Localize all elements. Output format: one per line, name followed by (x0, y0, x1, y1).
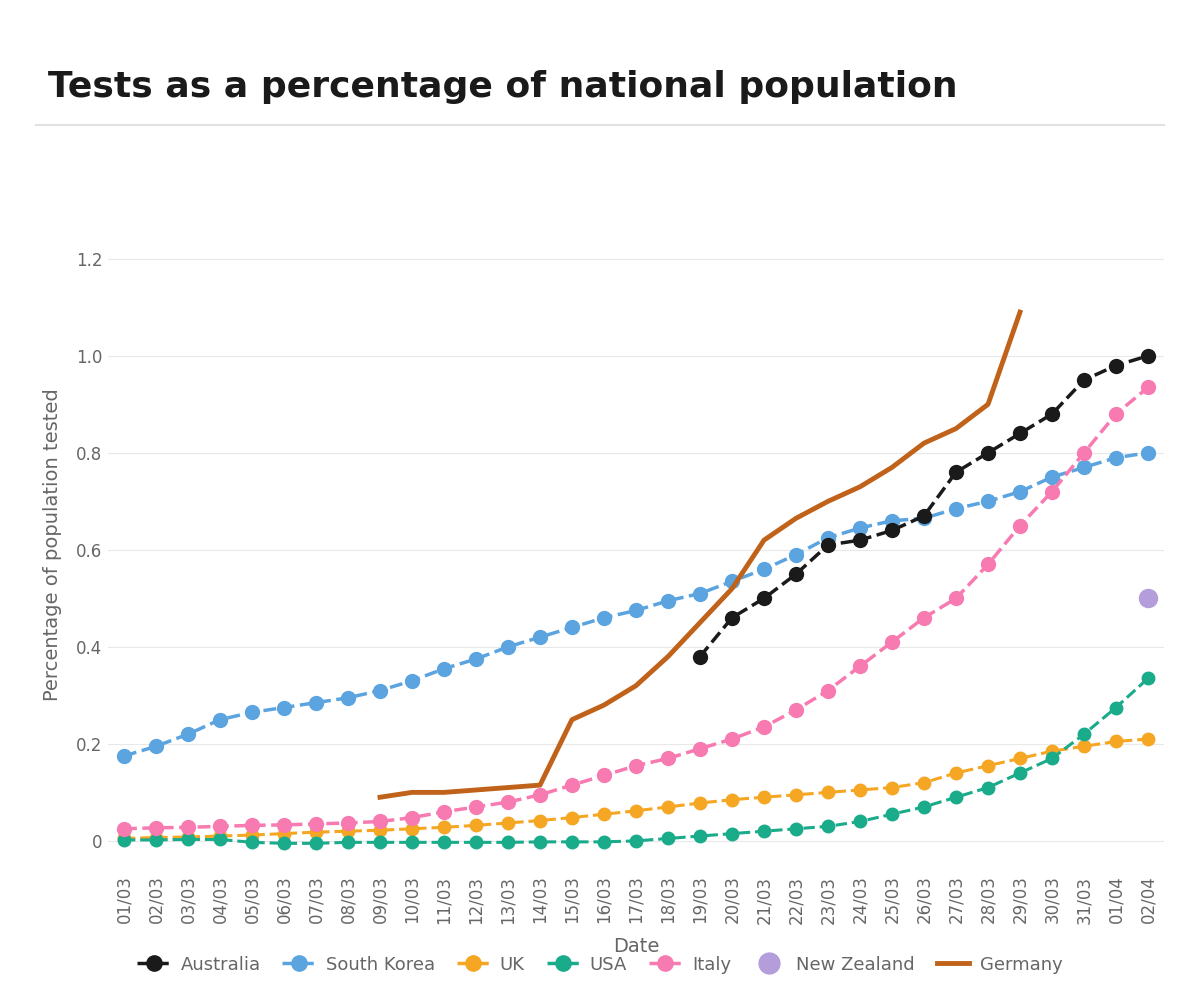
Text: Tests as a percentage of national population: Tests as a percentage of national popula… (48, 70, 958, 104)
Y-axis label: Percentage of population tested: Percentage of population tested (43, 389, 62, 701)
X-axis label: Date: Date (613, 937, 659, 956)
Legend: Australia, South Korea, UK, USA, Italy, New Zealand, Germany: Australia, South Korea, UK, USA, Italy, … (130, 949, 1070, 981)
Point (1139, 590, 1158, 606)
